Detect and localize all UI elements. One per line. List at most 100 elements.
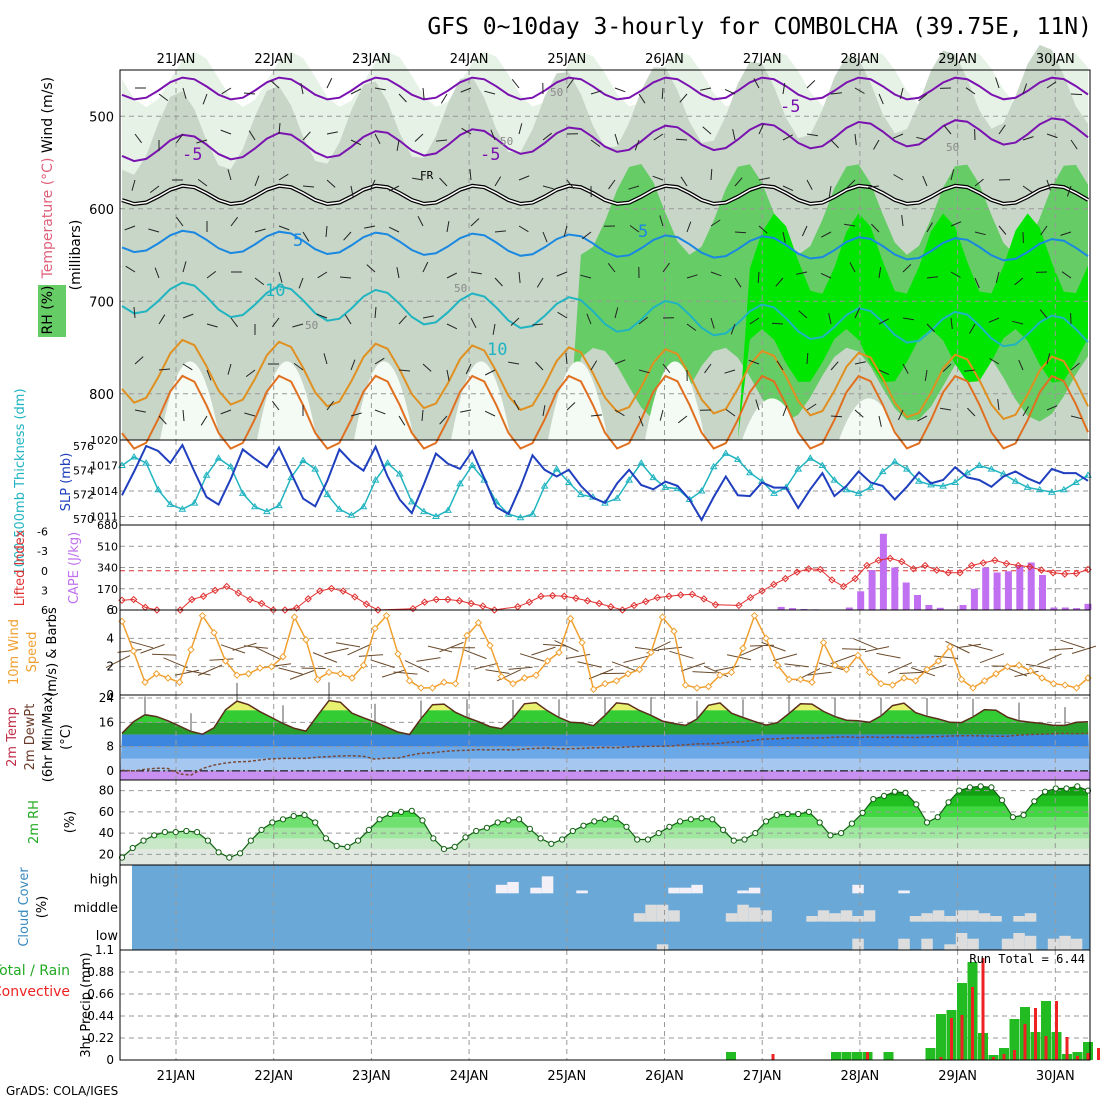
surface-wind-barb: [462, 648, 487, 660]
wind-barb: [206, 270, 217, 279]
lifted-index-marker: [665, 592, 673, 600]
ylabel-2m-rh: 2m RH: [27, 800, 42, 844]
wind-barb: [878, 415, 882, 427]
lifted-index-marker: [1061, 570, 1069, 578]
rh-marker: [752, 830, 759, 837]
wind-barb: [806, 133, 818, 137]
surface-wind-barb: [772, 653, 798, 662]
ylabel-temp-unit: (°C): [59, 724, 74, 750]
wind-barb: [878, 369, 890, 376]
wind-speed-marker: [417, 684, 425, 692]
rh-marker: [322, 835, 329, 842]
wind-barb: [732, 129, 736, 141]
surface-wind-barb: [542, 643, 568, 647]
surface-wind-barb: [853, 638, 878, 650]
wind-barb: [446, 221, 450, 233]
wind-barb: [659, 215, 664, 227]
rh-marker: [548, 840, 555, 847]
rh-marker: [483, 824, 490, 831]
wind-barb: [725, 409, 736, 417]
lifted-index-marker: [967, 561, 976, 570]
lifted-index-marker: [851, 574, 859, 583]
wind-speed-marker: [428, 684, 437, 692]
cloud-cell: [1059, 935, 1071, 950]
thickness-marker: [854, 489, 863, 496]
precip-convective-bar: [1097, 1048, 1100, 1060]
wind-barb: [1022, 136, 1034, 141]
wind-speed-marker: [394, 650, 402, 658]
wind-barb: [374, 357, 385, 365]
thickness-marker: [540, 482, 549, 489]
run-total-label: Run Total = 6.44: [969, 952, 1085, 966]
wind-barb: [396, 139, 400, 151]
wind-speed-marker: [164, 674, 172, 682]
wind-barb: [820, 272, 832, 279]
wind-speed-marker: [739, 644, 747, 652]
wind-barb: [989, 358, 1000, 365]
lifted-index-marker: [770, 580, 778, 589]
rh-band: [120, 827, 1090, 839]
cloud-cell: [1024, 935, 1037, 950]
slp-tick-label: 1017: [90, 460, 118, 473]
thickness-marker: [915, 477, 923, 484]
wind-barb: [749, 317, 760, 325]
wind-barb: [967, 407, 976, 417]
temperature-tick-label: 8: [106, 740, 114, 754]
wind-barb: [470, 317, 477, 329]
rh-marker: [494, 819, 501, 826]
cloud-cell: [921, 913, 933, 922]
cloud-cell: [656, 904, 669, 922]
cloud-cell: [955, 910, 968, 922]
lifted-index-marker: [316, 587, 324, 595]
wind-speed-marker: [635, 665, 644, 674]
wind-barb: [757, 271, 760, 284]
rh-marker: [934, 814, 941, 821]
lifted-index-marker: [921, 561, 929, 570]
surface-wind-barb: [197, 664, 223, 676]
wind-barb: [245, 369, 256, 378]
wind-barb: [926, 222, 933, 233]
wind-barb: [440, 93, 448, 104]
thickness-marker: [1023, 483, 1032, 490]
cloud-cell: [576, 890, 588, 894]
surface-wind-barb: [1037, 653, 1062, 666]
surface-wind-barb: [347, 643, 372, 656]
cloud-cell: [679, 887, 692, 894]
wind-speed-marker: [808, 678, 816, 686]
thickness-marker: [371, 476, 380, 483]
lifted-index-marker: [455, 597, 464, 605]
cape-bar: [1004, 571, 1012, 611]
rh-marker: [816, 819, 823, 826]
wind-barb: [158, 368, 171, 371]
lifted-index-marker: [746, 593, 755, 602]
rh-marker: [387, 810, 394, 818]
wind-speed-marker: [290, 613, 299, 621]
lifted-index-marker: [700, 595, 708, 603]
wind-barb: [854, 409, 864, 418]
wind-speed-marker: [256, 664, 264, 672]
ylabel-cloud-cover: Cloud Cover: [17, 867, 32, 947]
wind-barb: [995, 271, 1000, 283]
wind-barb: [422, 315, 434, 319]
wind-barb: [675, 138, 688, 141]
wind-barb: [1046, 133, 1058, 139]
wind-barb: [542, 185, 554, 190]
wind-speed-marker: [842, 665, 851, 674]
wind-barb: [734, 277, 742, 288]
rh-band: [120, 817, 1090, 828]
wind-speed-marker: [831, 661, 839, 669]
wind-barb: [846, 179, 856, 188]
cloud-cell: [840, 910, 853, 922]
precip-convective-bar: [771, 1054, 775, 1060]
wind-speed-marker: [486, 641, 494, 650]
date-label-top: 22JAN: [254, 52, 293, 67]
cloud-cell: [1024, 913, 1037, 922]
lifted-index-marker: [1072, 569, 1081, 578]
cloud-cell: [817, 910, 830, 922]
lifted-index-marker: [898, 557, 906, 566]
rh-marker: [537, 835, 544, 842]
wind-speed-marker: [1003, 662, 1012, 671]
precip-total-bar: [1083, 1042, 1093, 1060]
thickness-marker: [275, 501, 283, 509]
surface-wind-barb: [312, 652, 338, 663]
